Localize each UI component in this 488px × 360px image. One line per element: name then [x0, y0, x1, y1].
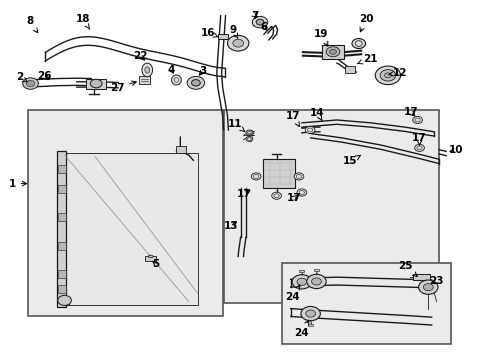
Circle shape — [227, 35, 248, 51]
Bar — [307, 324, 312, 327]
Text: 8: 8 — [26, 17, 38, 33]
Bar — [313, 269, 318, 271]
Circle shape — [252, 17, 267, 28]
Circle shape — [245, 130, 252, 135]
Bar — [282, 263, 450, 344]
Circle shape — [251, 173, 261, 180]
Circle shape — [329, 49, 336, 54]
Text: 10: 10 — [448, 145, 462, 155]
Text: 17: 17 — [286, 193, 301, 203]
Text: 13: 13 — [223, 221, 238, 231]
Text: 17: 17 — [403, 107, 417, 117]
Ellipse shape — [171, 75, 181, 85]
Bar — [28, 111, 222, 316]
Bar — [299, 270, 304, 272]
Circle shape — [232, 39, 243, 47]
Text: 18: 18 — [76, 14, 90, 30]
Text: 9: 9 — [229, 25, 237, 38]
Circle shape — [23, 78, 38, 89]
Circle shape — [90, 79, 102, 88]
Bar — [57, 152, 66, 307]
Bar — [322, 45, 344, 59]
Text: 23: 23 — [428, 276, 443, 287]
Bar — [86, 78, 106, 89]
Text: 25: 25 — [397, 261, 416, 276]
Bar — [58, 165, 65, 173]
Ellipse shape — [351, 39, 365, 49]
Circle shape — [418, 280, 437, 294]
Text: 4: 4 — [167, 65, 175, 75]
Text: 24: 24 — [284, 285, 299, 302]
Text: 17: 17 — [285, 111, 300, 127]
Text: 3: 3 — [199, 66, 206, 76]
Circle shape — [58, 296, 71, 305]
Text: 14: 14 — [309, 108, 324, 121]
Circle shape — [191, 80, 200, 86]
Circle shape — [374, 66, 400, 85]
Bar — [58, 213, 65, 221]
Circle shape — [296, 278, 306, 285]
Text: 17: 17 — [237, 189, 251, 199]
Circle shape — [325, 47, 339, 57]
Circle shape — [300, 306, 320, 321]
Text: 20: 20 — [358, 14, 372, 32]
Circle shape — [291, 275, 311, 289]
Text: 17: 17 — [411, 133, 426, 146]
Text: 12: 12 — [388, 68, 407, 78]
Text: 16: 16 — [201, 28, 218, 38]
Text: 21: 21 — [357, 54, 376, 64]
Circle shape — [305, 126, 314, 134]
Circle shape — [414, 144, 424, 152]
Text: 1: 1 — [8, 179, 27, 189]
Circle shape — [293, 173, 303, 180]
Text: 6: 6 — [260, 22, 267, 32]
Text: 2: 2 — [16, 72, 27, 82]
Bar — [176, 146, 186, 153]
Circle shape — [384, 73, 390, 78]
Circle shape — [245, 136, 252, 141]
Text: 11: 11 — [227, 118, 244, 131]
Bar — [217, 33, 228, 39]
Circle shape — [271, 192, 281, 199]
Text: 15: 15 — [343, 155, 360, 166]
Text: 19: 19 — [313, 28, 328, 46]
Circle shape — [296, 189, 306, 196]
Bar — [145, 256, 156, 261]
Circle shape — [26, 80, 35, 87]
Bar — [139, 76, 150, 84]
Text: 27: 27 — [110, 81, 136, 93]
Bar — [263, 159, 294, 188]
Circle shape — [306, 274, 325, 289]
Bar — [224, 111, 438, 303]
Circle shape — [423, 284, 432, 291]
Circle shape — [256, 19, 264, 25]
Circle shape — [412, 116, 422, 123]
Ellipse shape — [142, 63, 152, 77]
Text: 7: 7 — [251, 11, 258, 21]
Circle shape — [187, 76, 204, 89]
Bar — [412, 274, 429, 280]
Bar — [58, 185, 65, 193]
Text: 26: 26 — [37, 71, 51, 81]
Bar — [58, 285, 65, 293]
Circle shape — [305, 310, 315, 317]
Text: 5: 5 — [152, 259, 159, 269]
Text: 22: 22 — [132, 51, 147, 61]
Bar — [58, 270, 65, 278]
Ellipse shape — [148, 255, 153, 258]
Bar — [344, 66, 355, 73]
Bar — [58, 242, 65, 249]
Ellipse shape — [144, 67, 149, 73]
Circle shape — [311, 278, 321, 285]
Bar — [66, 153, 198, 305]
Text: 24: 24 — [294, 320, 308, 338]
Circle shape — [379, 69, 395, 81]
